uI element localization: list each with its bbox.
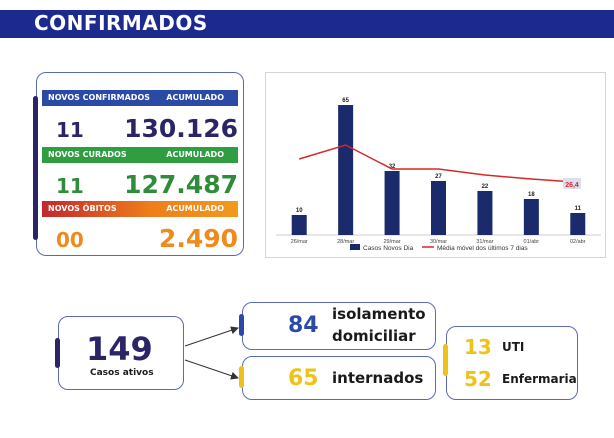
bar-31/mar bbox=[477, 191, 493, 235]
deaths-new-value: 00 bbox=[56, 228, 84, 252]
active-accent-bar bbox=[55, 338, 60, 368]
arrow-to-hospitalized bbox=[184, 359, 239, 380]
bar-value-label: 32 bbox=[389, 164, 396, 170]
hospitalized-box bbox=[242, 356, 436, 400]
legend-bar-swatch bbox=[350, 244, 360, 250]
active-cases-box bbox=[58, 316, 184, 390]
bar-value-label: 27 bbox=[435, 174, 442, 180]
ward-value: 52 bbox=[464, 367, 492, 391]
confirmed-accumulated-value: 130.126 bbox=[124, 114, 238, 143]
hospitalized-value: 65 bbox=[288, 366, 319, 391]
page-title: CONFIRMADOS bbox=[34, 11, 208, 35]
x-tick-label: 26/mar bbox=[291, 239, 308, 245]
deaths-accumulated-value: 2.490 bbox=[158, 224, 238, 253]
isolation-box bbox=[242, 302, 436, 350]
x-tick-label: 02/abr bbox=[570, 239, 586, 245]
icu-label: UTI bbox=[502, 340, 525, 354]
bar-26/mar bbox=[291, 215, 307, 235]
x-tick-label: 30/mar bbox=[430, 239, 447, 245]
isolation-label-line1: isolamento bbox=[332, 305, 426, 323]
hospitalized-label: internados bbox=[332, 369, 424, 387]
daily-cases-chart: 10 65 32 27 22 18 11 26/mar 28/mar 29/mar 30/mar 3… bbox=[276, 98, 601, 252]
bar-value-label: 10 bbox=[296, 208, 303, 214]
cured-label-bar: NOVOS CURADOS ACUMULADO bbox=[42, 147, 238, 163]
icu-ward-accent-bar bbox=[443, 344, 448, 376]
last-average-label-bg bbox=[563, 178, 581, 189]
legend-line-label: Média móvel dos últimos 7 dias bbox=[437, 245, 528, 252]
confirmed-label-bar: NOVOS CONFIRMADOS ACUMULADO bbox=[42, 90, 238, 106]
x-tick-label: 29/mar bbox=[384, 239, 401, 245]
last-average-label: 26,4 bbox=[565, 182, 579, 189]
bar-value-label: 11 bbox=[575, 206, 582, 212]
x-tick-label: 28/mar bbox=[337, 239, 354, 245]
confirmed-new-value: 11 bbox=[56, 118, 84, 142]
bar-28/mar bbox=[338, 105, 354, 235]
bar-30/mar bbox=[431, 181, 446, 235]
deaths-acc-label: ACUMULADO bbox=[166, 204, 224, 213]
ward-label: Enfermaria bbox=[502, 372, 577, 386]
deaths-label: NOVOS ÓBITOS bbox=[48, 204, 117, 213]
isolation-accent-bar bbox=[239, 314, 244, 336]
bar-02/abr bbox=[570, 213, 586, 235]
x-tick-label: 01/abr bbox=[524, 239, 540, 245]
arrow-to-isolation bbox=[184, 326, 239, 347]
active-cases-label: Casos ativos bbox=[90, 368, 154, 378]
bar-01/abr bbox=[523, 199, 539, 235]
cured-accumulated-value: 127.487 bbox=[124, 170, 238, 199]
isolation-value: 84 bbox=[288, 313, 319, 338]
cured-acc-label: ACUMULADO bbox=[166, 150, 224, 159]
confirmed-acc-label: ACUMULADO bbox=[166, 93, 224, 102]
bar-29/mar bbox=[384, 171, 400, 235]
legend-bar-label: Casos Novos Dia bbox=[363, 245, 414, 252]
isolation-label-line2: domiciliar bbox=[332, 327, 416, 345]
hospitalized-accent-bar bbox=[239, 366, 244, 388]
bar-value-label: 22 bbox=[482, 184, 489, 190]
icu-value: 13 bbox=[464, 335, 492, 359]
moving-average-line bbox=[298, 144, 578, 183]
chart-container: 10 65 32 27 22 18 11 26/mar 28/mar 29/mar 30/mar 3… bbox=[265, 72, 606, 258]
deaths-label-bar: NOVOS ÓBITOS ACUMULADO bbox=[42, 201, 238, 217]
cured-label: NOVOS CURADOS bbox=[48, 150, 127, 159]
bar-value-label: 18 bbox=[528, 192, 535, 198]
stats-accent-bar bbox=[33, 96, 38, 240]
header-bar bbox=[0, 10, 614, 38]
x-tick-label: 31/mar bbox=[476, 239, 493, 245]
active-cases-value: 149 bbox=[86, 330, 153, 368]
confirmed-label: NOVOS CONFIRMADOS bbox=[48, 93, 151, 102]
cured-new-value: 11 bbox=[56, 174, 84, 198]
icu-ward-box bbox=[446, 326, 578, 400]
bar-value-label: 65 bbox=[342, 98, 349, 104]
